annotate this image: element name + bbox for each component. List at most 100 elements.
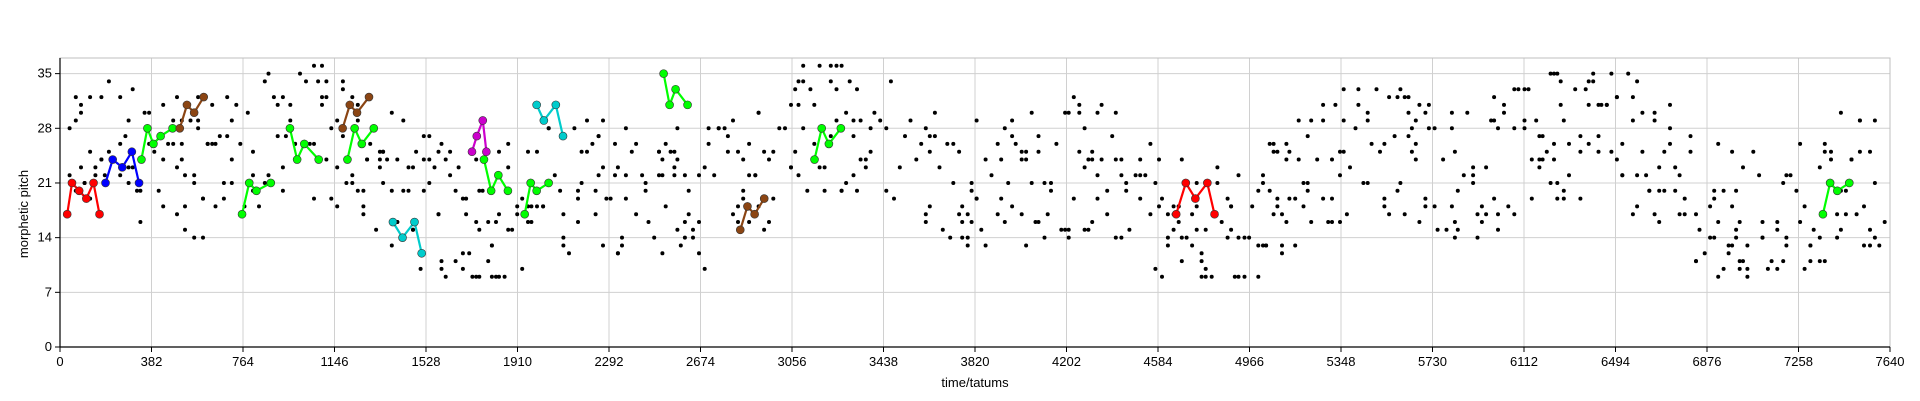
note-point [1682,196,1687,201]
note-point [1802,266,1807,271]
note-point [175,212,179,217]
note-point [436,149,441,154]
note-point [1165,235,1170,240]
note-point [1721,188,1726,193]
series-point [388,217,398,227]
note-point [561,212,566,217]
note-point [377,165,382,170]
note-point [808,87,813,92]
note-point [1512,126,1517,131]
note-point [1496,212,1500,217]
note-point [1512,87,1517,92]
note-point [1010,204,1015,209]
note-point [834,87,839,92]
note-point [1872,181,1877,185]
note-point [801,79,806,84]
note-point [1555,71,1560,76]
note-point [1338,149,1342,154]
x-tick-label: 3056 [778,354,807,369]
series-point [266,178,276,188]
note-point [1184,235,1189,240]
note-point [312,63,316,68]
note-point [1086,157,1091,162]
note-point [623,196,628,201]
note-point [965,235,970,240]
note-point [923,126,928,131]
note-point [251,149,255,154]
series-point [352,108,362,117]
note-point [1734,235,1739,240]
note-point [67,126,72,131]
note-point [1822,141,1827,146]
note-point [593,188,598,193]
note-point [1071,196,1076,201]
series-point [74,186,84,196]
note-point [960,204,965,209]
note-point [1591,79,1596,84]
note-point [1751,149,1756,154]
note-point [1284,220,1289,224]
note-point [1596,134,1601,139]
note-point [1203,266,1208,271]
note-point [1019,157,1024,162]
note-point [1730,204,1735,209]
note-point [1165,243,1170,248]
note-point [1113,110,1118,115]
note-point [355,102,360,107]
note-point [335,204,340,209]
note-point [262,181,267,185]
note-point [1630,212,1635,217]
series-point [252,186,261,196]
note-point [1059,227,1064,232]
note-point [1817,259,1822,264]
note-point [965,243,970,248]
note-point [147,110,152,115]
note-point [1620,173,1625,178]
note-point [657,173,661,178]
note-point [1002,126,1007,131]
note-point [1694,212,1698,217]
note-point [1484,212,1489,217]
note-point [747,173,752,178]
note-point [497,274,501,279]
note-point [960,235,965,240]
note-point [919,141,924,146]
note-point [672,173,677,178]
series-point [417,248,426,258]
note-point [1716,274,1721,279]
note-point [1558,102,1563,107]
x-tick-label: 6876 [1693,354,1722,369]
note-point [365,157,370,162]
series-point [558,131,568,141]
note-point [210,141,215,146]
note-point [1153,266,1158,271]
note-point [138,220,143,224]
note-point [73,95,78,100]
note-point [225,134,230,139]
series-point [526,178,535,188]
note-point [1522,87,1527,92]
note-point [712,173,717,178]
note-point [1406,110,1411,115]
note-point [969,181,974,185]
note-point [1868,243,1872,248]
note-point [1413,157,1418,162]
note-point [613,173,617,178]
note-point [1019,149,1024,154]
note-point [411,165,415,170]
note-point [320,95,324,100]
note-point [793,149,798,154]
note-point [474,157,479,162]
series-point [824,139,834,149]
note-point [675,227,680,232]
series-point [127,147,137,157]
note-point [1537,157,1542,162]
note-point [1321,102,1326,107]
note-point [590,141,595,146]
series-point [345,100,355,110]
note-point [99,157,104,162]
note-point [1280,212,1284,217]
series-line [178,96,205,129]
note-point [596,134,601,139]
note-point [1042,181,1047,185]
